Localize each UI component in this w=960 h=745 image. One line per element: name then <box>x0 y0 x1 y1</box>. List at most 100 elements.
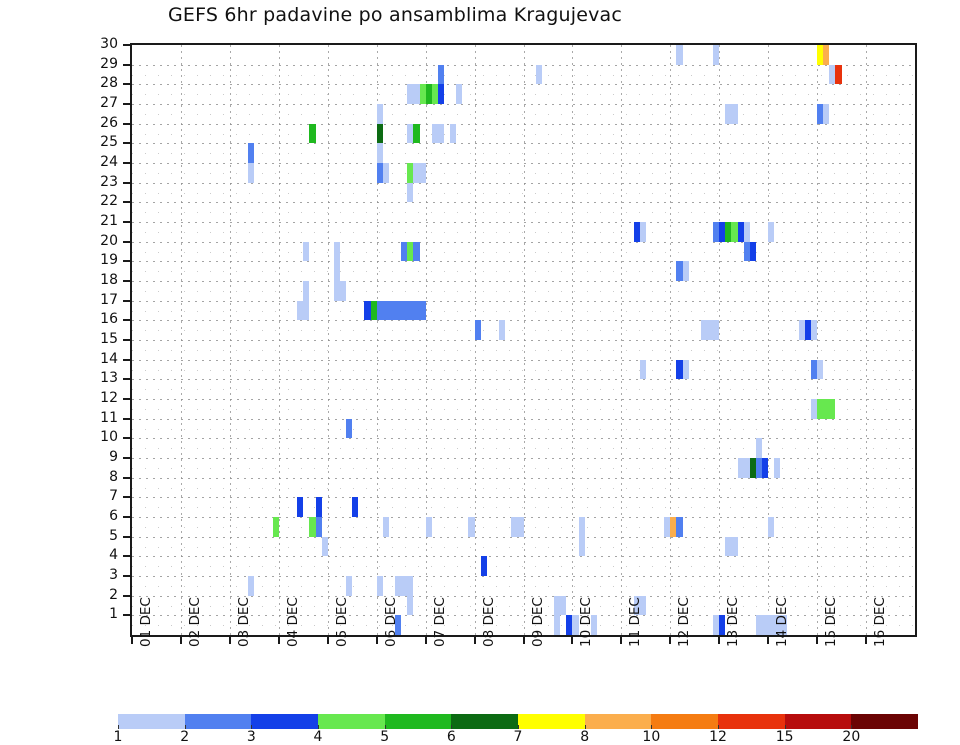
precip-cell <box>811 320 818 340</box>
colorbar-tick <box>318 725 319 729</box>
colorbar-tick <box>651 725 653 729</box>
y-axis-tick <box>123 339 132 341</box>
grid-line-horizontal-minor <box>132 369 915 371</box>
colorbar-tick-label: 8 <box>580 729 590 745</box>
grid-line-horizontal <box>132 143 915 145</box>
y-axis-tick-label: 23 <box>100 173 118 190</box>
x-axis-tick <box>277 635 280 644</box>
x-axis-tick <box>718 635 721 644</box>
x-axis-tick <box>865 635 868 644</box>
precip-cell <box>817 359 824 380</box>
colorbar-band <box>118 714 185 729</box>
precip-cell <box>376 163 383 183</box>
y-axis-tick <box>123 201 132 204</box>
precip-cell <box>407 163 414 183</box>
x-axis-tick-label: 11 DEC <box>627 597 644 647</box>
page-title: GEFS 6hr padavine po ansamblima Kragujev… <box>167 4 623 26</box>
grid-line-horizontal-minor <box>132 349 915 351</box>
precip-cell <box>725 222 732 242</box>
grid-line-horizontal <box>132 222 915 223</box>
precip-cell <box>364 300 371 321</box>
precip-cell <box>755 438 763 458</box>
colorbar-tick <box>251 725 253 729</box>
precip-cell <box>413 123 420 144</box>
x-axis-tick <box>326 635 329 644</box>
y-axis-tick-label: 27 <box>100 95 118 111</box>
precip-cell <box>425 517 432 537</box>
x-axis-tick <box>375 635 378 644</box>
precip-cell <box>713 222 720 242</box>
precip-cell <box>401 241 408 262</box>
precip-cell <box>333 261 340 281</box>
colorbar-band <box>784 714 852 729</box>
y-axis-tick <box>123 496 132 499</box>
y-axis-tick-label: 13 <box>100 370 118 387</box>
colorbar-tick-label: 7 <box>513 729 523 745</box>
grid-line-horizontal-minor <box>132 566 915 568</box>
grid-line-horizontal <box>132 104 915 105</box>
precip-cell <box>578 536 585 557</box>
precip-cell <box>480 556 487 576</box>
precip-cell <box>633 595 646 616</box>
y-axis-tick <box>123 103 132 105</box>
precip-cell <box>737 222 744 242</box>
precip-cell <box>346 576 353 596</box>
grid-line-horizontal <box>132 123 915 125</box>
x-axis-tick <box>620 635 623 644</box>
y-axis-tick-label: 9 <box>109 449 118 465</box>
grid-line-horizontal <box>132 438 915 440</box>
y-axis-tick <box>123 398 132 400</box>
plot-inner <box>132 45 915 635</box>
colorbar <box>118 714 919 729</box>
x-axis-tick-label: 09 DEC <box>529 597 546 647</box>
colorbar-tick-label: 4 <box>313 729 323 745</box>
precip-cell <box>395 615 402 635</box>
y-axis-tick-label: 6 <box>109 508 118 524</box>
precip-cell <box>382 163 389 183</box>
x-axis-tick <box>473 635 476 644</box>
grid-line-horizontal-minor <box>132 487 915 489</box>
precip-cell <box>676 517 683 537</box>
precip-cell <box>511 517 524 537</box>
colorbar-tick-label: 15 <box>775 729 794 745</box>
y-axis-tick <box>123 555 132 558</box>
precip-cell <box>817 45 824 65</box>
precip-cell <box>755 458 763 478</box>
y-axis-tick-label: 10 <box>100 429 118 446</box>
grid-line-horizontal-minor <box>132 467 915 469</box>
precip-cell <box>664 517 671 537</box>
precip-cell <box>676 45 683 65</box>
colorbar-band <box>718 714 785 729</box>
x-axis-tick <box>179 635 182 644</box>
y-axis-tick <box>123 299 132 302</box>
precip-cell <box>407 241 414 262</box>
y-axis-tick-label: 5 <box>109 527 118 544</box>
x-axis-tick-label: 15 DEC <box>823 597 840 647</box>
precip-cell <box>248 576 255 596</box>
colorbar-band <box>584 714 652 729</box>
precip-cell <box>817 399 836 419</box>
y-axis-tick-label: 20 <box>100 232 118 249</box>
y-axis-tick-label: 22 <box>100 193 118 210</box>
grid-line-horizontal-minor <box>132 625 915 627</box>
x-axis-tick-label: 08 DEC <box>480 597 497 647</box>
precip-cell <box>456 84 463 104</box>
precip-cell <box>829 64 836 85</box>
grid-line-horizontal <box>132 300 915 302</box>
grid-line-horizontal <box>132 281 915 282</box>
precip-cell <box>811 399 818 419</box>
y-axis-tick <box>123 221 132 223</box>
precip-cell <box>823 45 830 65</box>
grid-line-horizontal <box>132 477 915 479</box>
y-axis-tick <box>123 575 132 577</box>
precip-cell <box>431 123 444 144</box>
precip-cell <box>376 123 383 144</box>
y-axis-tick-label: 18 <box>100 272 118 288</box>
precip-cell <box>376 143 383 163</box>
y-axis-tick-label: 25 <box>100 134 118 151</box>
grid-line-horizontal <box>132 202 915 204</box>
y-axis-tick <box>123 319 132 322</box>
grid-line-horizontal <box>132 517 915 518</box>
grid-line-horizontal-minor <box>132 408 915 410</box>
precip-cell <box>425 84 432 104</box>
